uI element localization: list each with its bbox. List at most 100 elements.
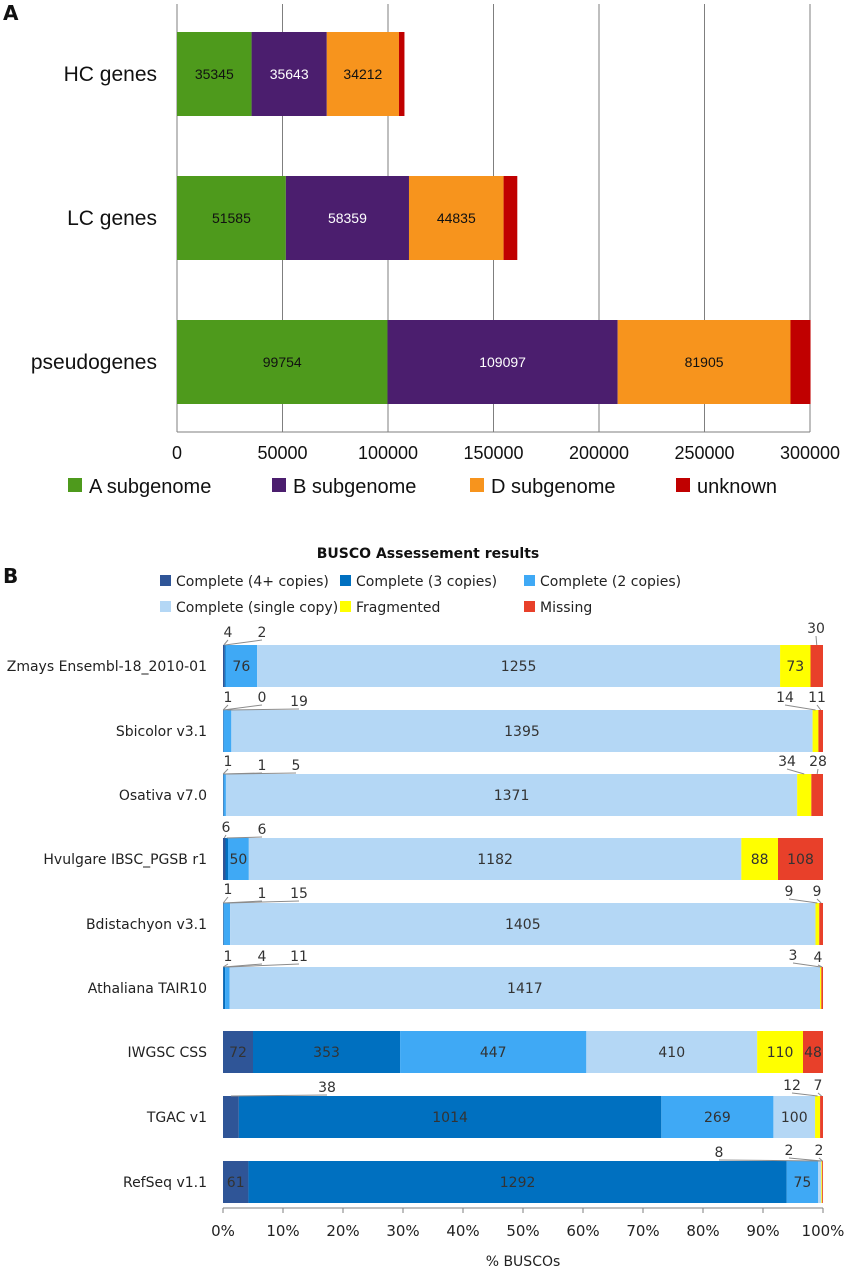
x-tick-label-300000: 300000: [780, 443, 840, 463]
leader-line-zmays-ensembl-18-2010-01-missing: [815, 635, 818, 646]
bar-bdistachyon-v3-1-missing: [819, 903, 823, 945]
bar-osativa-v7-0-complete-single-copy: [225, 774, 798, 816]
value-label-bdistachyon-v3-1-complete-3-copies: 1: [258, 886, 267, 902]
bar-refseq-v1-1-complete-3-copies: [248, 1161, 787, 1203]
chart-title: BUSCO Assessement results: [317, 546, 539, 562]
category-label-tgac-v1: TGAC v1: [146, 1110, 207, 1126]
value-label-zmays-ensembl-18-2010-01-missing: 30: [807, 621, 825, 637]
leader-line-athaliana-tair10-complete-4-copies: [222, 963, 229, 968]
value-label-zmays-ensembl-18-2010-01-fragmented: 73: [786, 659, 804, 675]
value-label-pseudogenes-d-subgenome: 81905: [685, 354, 724, 370]
value-label-refseq-v1-1-complete-single-copy: 8: [715, 1145, 724, 1161]
value-label-bdistachyon-v3-1-complete-single-copy: 1405: [505, 917, 541, 933]
x-tick-label-200000: 200000: [569, 443, 629, 463]
legend-label-fragmented: Fragmented: [356, 600, 440, 616]
bar-iwgsc-css-complete-single-copy: [586, 1031, 758, 1073]
legend-label-unknown: unknown: [697, 476, 777, 498]
value-label-iwgsc-css-complete-single-copy: 410: [658, 1045, 685, 1061]
bar-osativa-v7-0-complete-2-copies: [223, 774, 226, 816]
leader-line-tgac-v1-missing: [817, 1092, 822, 1097]
value-label-hvulgare-ibsc-pgsb-r1-fragmented: 88: [751, 852, 769, 868]
leader-line-osativa-v7-0-fragmented: [786, 768, 805, 775]
bar-athaliana-tair10-complete-single-copy: [229, 967, 821, 1009]
leader-line-zmays-ensembl-18-2010-01-complete-3-copies: [225, 639, 263, 646]
value-label-hvulgare-ibsc-pgsb-r1-complete-2-copies: 50: [230, 852, 248, 868]
bar-hvulgare-ibsc-pgsb-r1-complete-single-copy: [248, 838, 742, 880]
value-label-refseq-v1-1-fragmented: 2: [785, 1143, 794, 1159]
bar-lc-genes-d-subgenome: [408, 176, 504, 260]
value-label-athaliana-tair10-missing: 4: [814, 950, 823, 966]
bar-zmays-ensembl-18-2010-01-fragmented: [780, 645, 811, 687]
leader-line-hvulgare-ibsc-pgsb-r1-complete-3-copies: [226, 836, 263, 839]
leader-line-tgac-v1-complete-4-copies: [230, 1094, 328, 1097]
value-label-tgac-v1-fragmented: 12: [783, 1078, 801, 1094]
value-label-iwgsc-css-missing: 48: [804, 1045, 822, 1061]
bar-tgac-v1-complete-3-copies: [238, 1096, 662, 1138]
legend-label-missing: Missing: [540, 600, 592, 616]
bar-sbicolor-v3-1-fragmented: [812, 710, 819, 752]
leader-line-sbicolor-v3-1-fragmented: [784, 704, 816, 711]
x-tick-label-100000: 100000: [358, 443, 418, 463]
bar-athaliana-tair10-missing: [821, 967, 823, 1009]
panel-b-busco-chart: BUSCO Assessement results Complete (4+ co…: [7, 546, 845, 1270]
category-label-athaliana-tair10: Athaliana TAIR10: [88, 981, 207, 997]
bar-bdistachyon-v3-1-complete-2-copies: [223, 903, 231, 945]
x-tick-label-0: 0%: [211, 1222, 235, 1240]
x-tick-label-10: 10%: [266, 1222, 299, 1240]
leader-line-tgac-v1-fragmented: [791, 1092, 818, 1097]
bar-athaliana-tair10-fragmented: [820, 967, 822, 1009]
bar-zmays-ensembl-18-2010-01-complete-2-copies: [225, 645, 258, 687]
bar-tgac-v1-fragmented: [815, 1096, 821, 1138]
value-label-osativa-v7-0-complete-4-copies: 1: [224, 754, 233, 770]
value-label-iwgsc-css-complete-2-copies: 447: [480, 1045, 507, 1061]
value-label-iwgsc-css-fragmented: 110: [767, 1045, 794, 1061]
bar-tgac-v1-complete-2-copies: [661, 1096, 774, 1138]
bar-lc-genes-unknown: [503, 176, 518, 260]
leader-line-sbicolor-v3-1-complete-3-copies: [223, 704, 263, 711]
leader-line-athaliana-tair10-complete-2-copies: [227, 963, 300, 968]
value-label-bdistachyon-v3-1-complete-4-copies: 1: [224, 882, 233, 898]
value-label-athaliana-tair10-fragmented: 3: [789, 948, 798, 964]
leader-line-sbicolor-v3-1-missing: [816, 704, 822, 711]
leader-line-osativa-v7-0-complete-2-copies: [224, 772, 297, 775]
value-label-sbicolor-v3-1-complete-2-copies: 19: [290, 694, 308, 710]
value-label-athaliana-tair10-complete-3-copies: 4: [258, 949, 267, 965]
value-label-osativa-v7-0-fragmented: 34: [778, 754, 796, 770]
legend-label-d-subgenome: D subgenome: [491, 476, 616, 498]
x-tick-label-80: 80%: [686, 1222, 719, 1240]
bar-pseudogenes-d-subgenome: [617, 320, 791, 404]
bar-hvulgare-ibsc-pgsb-r1-complete-3-copies: [225, 838, 228, 880]
legend-swatch-complete-2-copies: [524, 575, 535, 586]
x-tick-label-30: 30%: [386, 1222, 419, 1240]
panel-label-a: A: [3, 1, 19, 25]
bar-iwgsc-css-missing: [803, 1031, 823, 1073]
value-label-sbicolor-v3-1-complete-4-copies: 1: [224, 690, 233, 706]
bar-hc-genes-d-subgenome: [326, 32, 399, 116]
category-label-pseudogenes: pseudogenes: [31, 351, 157, 374]
x-tick-label-60: 60%: [566, 1222, 599, 1240]
category-label-zmays-ensembl-18-2010-01: Zmays Ensembl-18_2010-01: [7, 659, 207, 675]
x-tick-label-250000: 250000: [674, 443, 734, 463]
bar-zmays-ensembl-18-2010-01-complete-single-copy: [257, 645, 781, 687]
x-tick-label-90: 90%: [746, 1222, 779, 1240]
value-label-pseudogenes-a-subgenome: 99754: [263, 354, 302, 370]
bar-bdistachyon-v3-1-complete-single-copy: [230, 903, 816, 945]
category-label-hc-genes: HC genes: [64, 63, 157, 86]
bar-sbicolor-v3-1-complete-single-copy: [231, 710, 813, 752]
value-label-bdistachyon-v3-1-missing: 9: [813, 884, 822, 900]
legend-swatch-fragmented: [340, 601, 351, 612]
value-label-zmays-ensembl-18-2010-01-complete-single-copy: 1255: [501, 659, 537, 675]
bar-lc-genes-a-subgenome: [177, 176, 286, 260]
bar-lc-genes-b-subgenome: [285, 176, 409, 260]
value-label-lc-genes-b-subgenome: 58359: [328, 210, 367, 226]
bar-iwgsc-css-complete-3-copies: [253, 1031, 401, 1073]
panel-a-gene-counts-chart: 0 50000 100000 150000 200000 250000 300000 HC g…: [31, 4, 840, 498]
leader-line-athaliana-tair10-missing: [817, 964, 823, 968]
bar-hc-genes-unknown: [398, 32, 405, 116]
leader-line-refseq-v1-1-complete-single-copy: [718, 1159, 820, 1162]
bar-refseq-v1-1-complete-2-copies: [786, 1161, 818, 1203]
leader-line-athaliana-tair10-fragmented: [792, 962, 821, 968]
value-label-hvulgare-ibsc-pgsb-r1-missing: 108: [787, 852, 814, 868]
value-label-refseq-v1-1-missing: 2: [815, 1143, 824, 1159]
bar-athaliana-tair10-complete-2-copies: [225, 967, 230, 1009]
